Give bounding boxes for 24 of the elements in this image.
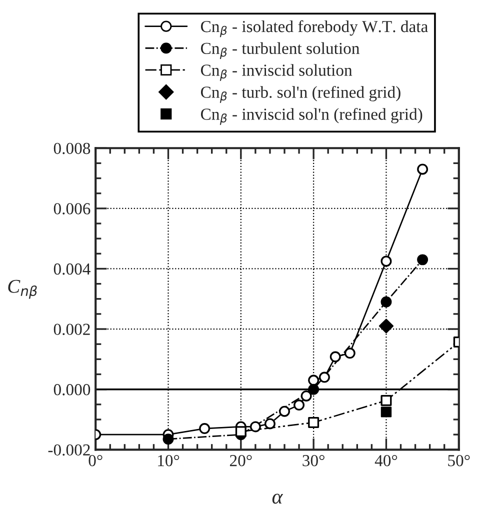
point: [380, 406, 392, 418]
x-tick-label: 30°: [302, 454, 324, 466]
y-tick-label: 0.002: [54, 324, 90, 336]
legend-label: Cn$_{β}$ - inviscid sol'n (refined grid): [200, 108, 422, 125]
x-tick-label: 0°: [88, 454, 102, 466]
point: [378, 318, 394, 334]
y-tick-label: 0.006: [54, 203, 90, 214]
y-axis-title: C$_{nβ}$: [8, 280, 37, 299]
point: [380, 395, 392, 406]
x-tick-label: 10°: [158, 454, 180, 466]
y-tick-label: 0.008: [54, 142, 90, 154]
y-tick-label: 0.004: [54, 263, 90, 275]
x-axis-title: α: [272, 494, 284, 504]
point: [308, 417, 320, 428]
y-tick-label: -0.002: [48, 444, 90, 456]
legend-label: Cn$_{β}$ - inviscid solution: [200, 64, 352, 81]
y-tick-label: 0.000: [54, 384, 90, 396]
point: [235, 426, 246, 438]
x-tick-label: 50°: [448, 454, 470, 466]
legend-label: Cn$_{β}$ - turb. sol'n (refined grid): [200, 86, 400, 103]
legend-label: Cn$_{β}$ - isolated forebody W.T. data: [200, 20, 428, 38]
x-tick-label: 20°: [230, 454, 252, 466]
legend-label: Cn$_{β}$ - turbulent solution: [200, 42, 360, 60]
x-tick-label: 40°: [374, 454, 398, 466]
